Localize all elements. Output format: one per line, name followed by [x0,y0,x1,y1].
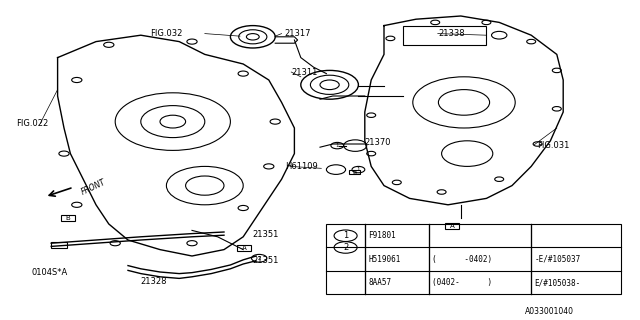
Bar [349,170,360,174]
Text: B: B [65,215,70,221]
Text: 21370: 21370 [365,138,391,147]
Bar [61,215,75,221]
Text: H61109: H61109 [285,162,317,171]
Text: 21328: 21328 [141,277,167,286]
Bar [445,223,459,229]
Text: -E/#105037: -E/#105037 [534,255,580,264]
Text: FIG.032: FIG.032 [150,29,182,38]
Text: 2: 2 [257,256,261,261]
Text: 8AA57: 8AA57 [368,278,391,287]
Text: FIG.022: FIG.022 [16,119,48,128]
Text: 21311: 21311 [291,68,317,76]
Text: H519061: H519061 [368,255,401,264]
Bar [403,26,486,45]
Bar [51,242,67,248]
Text: 21351: 21351 [253,230,279,239]
Text: 21317: 21317 [285,29,311,38]
Text: 1: 1 [335,143,339,148]
Text: A: A [241,245,246,251]
Text: FIG.031: FIG.031 [538,141,570,150]
Bar [237,245,251,251]
Text: A: A [449,223,454,229]
Bar [326,224,621,294]
Text: (0402-      ): (0402- ) [432,278,492,287]
Text: B: B [353,170,356,175]
Text: (      -0402): ( -0402) [432,255,492,264]
Text: 1: 1 [356,167,360,172]
Text: 21338: 21338 [438,29,465,38]
Text: E/#105038-: E/#105038- [534,278,580,287]
Text: 1: 1 [343,231,348,240]
Text: 21351: 21351 [253,256,279,265]
Text: A033001040: A033001040 [525,308,574,316]
Text: FRONT: FRONT [80,178,108,197]
Text: 0104S*A: 0104S*A [32,268,68,277]
Text: F91801: F91801 [368,231,396,240]
Text: 2: 2 [343,243,348,252]
